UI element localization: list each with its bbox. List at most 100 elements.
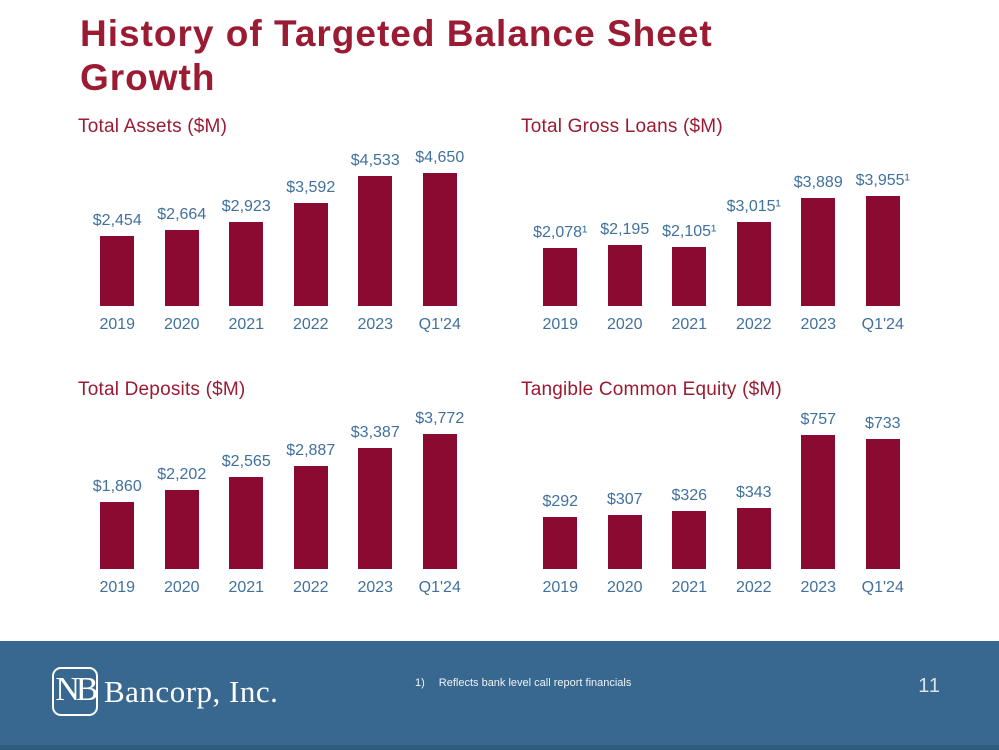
bar-value-label: $2,202 (157, 466, 207, 483)
bar-value-label: $343 (735, 484, 772, 501)
bar-group: $292 $307 $326 $343 $757 $733 (521, 405, 921, 569)
axis-tick-labels: 2019 2020 2021 2022 2023 Q1'24 (521, 569, 921, 597)
page-title: History of Targeted Balance Sheet Growth (80, 12, 713, 100)
axis-tick-label: 2022 (292, 579, 329, 596)
bar-value-label: $2,454 (92, 212, 142, 229)
bar-value-label: $2,923 (221, 198, 271, 215)
bar-value-label: $2,078¹ (533, 224, 588, 241)
bar (358, 176, 393, 306)
bar-slot: $292 (528, 405, 593, 569)
chart-total-deposits: Total Deposits ($M) $1,860 $2,202 $2,565 $2… (78, 379, 478, 597)
bar-slot: $2,454 (85, 142, 150, 306)
axis-tick-label: Q1'24 (418, 316, 461, 333)
bar-slot: $733 (851, 405, 916, 569)
page-title-line2: Growth (80, 57, 216, 98)
axis-tick-label: 2020 (606, 316, 643, 333)
bar-slot: $4,650 (408, 142, 473, 306)
bar (422, 434, 457, 569)
chart-title-total-deposits: Total Deposits ($M) (78, 379, 246, 400)
logo-text: Bancorp, Inc. (104, 673, 279, 709)
axis-tick-label: 2019 (99, 579, 136, 596)
bar-value-label: $2,887 (286, 442, 336, 459)
bar (736, 508, 771, 569)
bar (801, 435, 836, 569)
axis-tick-label: 2023 (800, 579, 837, 596)
bar-slot: $3,772 (408, 405, 473, 569)
axis-tick-label: Q1'24 (861, 579, 904, 596)
bar-value-label: $2,105¹ (662, 223, 717, 240)
bar-slot: $2,565 (214, 405, 279, 569)
bar-slot: $757 (786, 405, 851, 569)
bar (422, 173, 457, 306)
axis-tick-label: Q1'24 (861, 316, 904, 333)
bar-value-label: $3,955¹ (855, 172, 910, 189)
bar-slot: $3,015¹ (722, 142, 787, 306)
bar-slot: $4,533 (343, 142, 408, 306)
bar-value-label: $3,387 (350, 424, 400, 441)
bar (672, 247, 707, 306)
axis-tick-label: 2022 (292, 316, 329, 333)
axis-tick-label: 2022 (735, 316, 772, 333)
bar (607, 515, 642, 569)
bar-value-label: $4,533 (350, 152, 400, 169)
axis-tick-label: 2020 (163, 579, 200, 596)
bar-slot: $3,889 (786, 142, 851, 306)
chart-total-assets: Total Assets ($M) $2,454 $2,664 $2,923 $3,5… (78, 116, 478, 334)
bar-slot: $3,955¹ (851, 142, 916, 306)
bar-value-label: $4,650 (415, 149, 465, 166)
footnote-marker: 1) (415, 677, 425, 689)
chart-title-total-gross-loans: Total Gross Loans ($M) (521, 116, 723, 137)
bar (607, 245, 642, 306)
bar-slot: $2,202 (150, 405, 215, 569)
axis-tick-label: 2019 (542, 316, 579, 333)
bar-value-label: $3,889 (793, 174, 843, 191)
bar-slot: $326 (657, 405, 722, 569)
bar-value-label: $2,565 (221, 453, 271, 470)
bar-value-label: $2,195 (600, 221, 650, 238)
company-logo: NB Bancorp, Inc. (52, 667, 278, 716)
axis-tick-label: Q1'24 (418, 579, 461, 596)
axis-tick-label: 2023 (357, 579, 394, 596)
bar (865, 439, 900, 569)
bar (229, 477, 264, 569)
bar-value-label: $1,860 (92, 478, 142, 495)
chart-tangible-common-equity: Tangible Common Equity ($M) $292 $307 $326… (521, 379, 921, 597)
bar (293, 203, 328, 306)
axis-tick-labels: 2019 2020 2021 2022 2023 Q1'24 (78, 569, 478, 597)
bar (100, 236, 135, 306)
axis-tick-label: 2021 (228, 316, 265, 333)
bar (229, 222, 264, 306)
axis-tick-label: 2021 (228, 579, 265, 596)
bar-group: $1,860 $2,202 $2,565 $2,887 $3,387 $3,772 (78, 405, 478, 569)
bar-value-label: $3,015¹ (726, 198, 781, 215)
chart-total-gross-loans: Total Gross Loans ($M) $2,078¹ $2,195 $2,1… (521, 116, 921, 334)
bar-slot: $2,923 (214, 142, 279, 306)
logo-monogram-box: NB (52, 667, 99, 716)
bar-value-label: $307 (606, 491, 643, 508)
bar (164, 490, 199, 569)
chart-title-tangible-common-equity: Tangible Common Equity ($M) (521, 379, 782, 400)
bar-slot: $1,860 (85, 405, 150, 569)
page-number: 11 (918, 675, 941, 697)
axis-tick-label: 2021 (671, 316, 708, 333)
bar (672, 511, 707, 569)
bar-value-label: $2,664 (157, 206, 207, 223)
bar-slot: $3,387 (343, 405, 408, 569)
footer-bar: NB Bancorp, Inc. 1) Reflects bank level c… (0, 641, 999, 750)
axis-tick-labels: 2019 2020 2021 2022 2023 Q1'24 (521, 306, 921, 334)
bar (801, 198, 836, 306)
axis-tick-label: 2020 (163, 316, 200, 333)
bar (100, 502, 135, 569)
axis-tick-label: 2023 (800, 316, 837, 333)
bar-slot: $2,664 (150, 142, 215, 306)
bar-value-label: $326 (671, 487, 708, 504)
footer-bottom-strip (0, 745, 999, 750)
footnote-text: Reflects bank level call report financia… (438, 677, 632, 689)
axis-tick-label: 2021 (671, 579, 708, 596)
bar-slot: $2,078¹ (528, 142, 593, 306)
bar-slot: $3,592 (279, 142, 344, 306)
bar-value-label: $733 (864, 415, 901, 432)
logo-monogram: NB (55, 671, 98, 708)
bar-group: $2,454 $2,664 $2,923 $3,592 $4,533 $4,650 (78, 142, 478, 306)
